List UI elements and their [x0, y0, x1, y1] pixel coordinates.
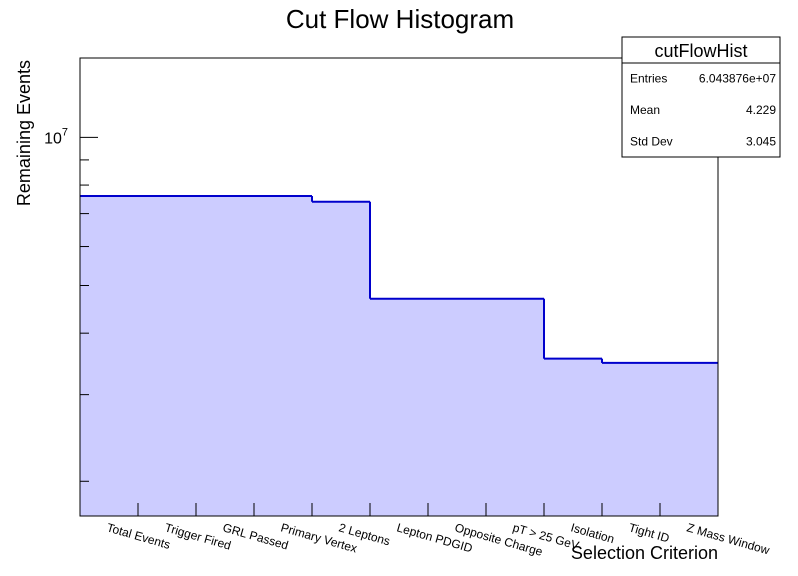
x-tick-label: Total Events — [105, 520, 172, 551]
stats-value: 6.043876e+07 — [699, 72, 776, 86]
stats-value: 4.229 — [746, 103, 776, 117]
x-tick-label: GRL Passed — [221, 520, 290, 552]
plot-frame — [79, 57, 719, 517]
stats-box-frame — [621, 36, 781, 158]
x-tick-label: Tight ID — [627, 520, 671, 545]
stats-value: 3.045 — [746, 134, 776, 148]
stats-label: Mean — [630, 103, 660, 117]
x-axis-title: Selection Criterion — [571, 543, 718, 563]
histogram-fill — [80, 196, 718, 516]
stats-box: cutFlowHist Entries 6.043876e+07 Mean 4.229 S… — [621, 36, 781, 158]
stats-label: Std Dev — [630, 134, 673, 148]
x-tick-label: Trigger Fired — [163, 520, 232, 552]
chart-title: Cut Flow Histogram — [286, 4, 514, 34]
y-tick-label: 107 — [44, 126, 68, 147]
y-axis-title: Remaining Events — [14, 60, 34, 206]
stats-title: cutFlowHist — [654, 41, 747, 61]
stats-label: Entries — [630, 72, 667, 86]
